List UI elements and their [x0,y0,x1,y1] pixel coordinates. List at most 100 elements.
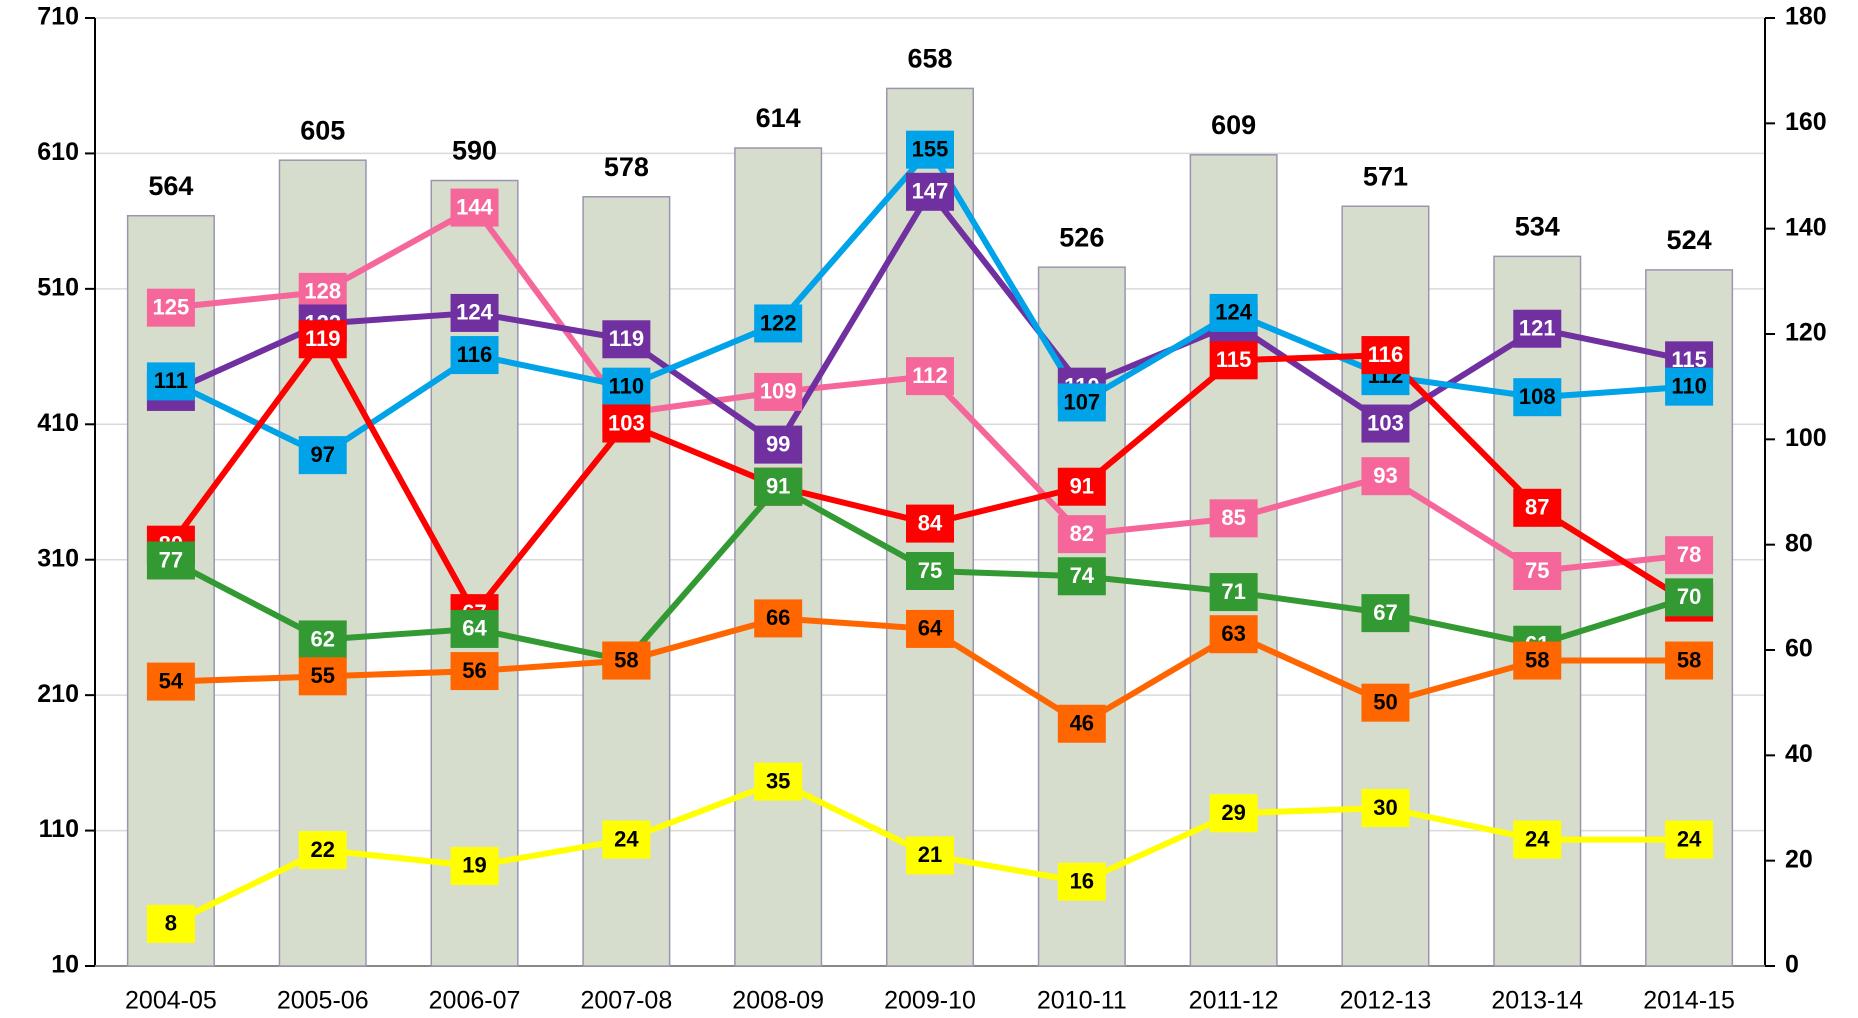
data-label: 19 [462,853,486,878]
y2-tick-label: 60 [1785,635,1813,663]
data-label: 24 [614,826,639,851]
data-label-box [1361,594,1410,633]
data-label: 56 [462,658,486,683]
data-label-box [906,357,954,396]
data-label: 109 [760,379,797,404]
data-label-box [754,425,803,464]
data-label: 128 [304,279,341,304]
data-label: 93 [1373,463,1397,488]
data-label: 110 [609,373,645,398]
y-tick-label: 510 [37,273,79,301]
y-tick-label: 410 [37,409,79,437]
x-tick-label: 2009-10 [884,987,976,1015]
data-label: 97 [310,442,334,467]
data-label: 77 [159,547,183,572]
data-label-box [1513,552,1562,590]
data-label: 125 [153,294,190,319]
data-label-box [1513,488,1562,527]
bar [734,147,823,967]
y2-tick-label: 20 [1785,845,1813,873]
data-label: 116 [1368,342,1404,367]
data-label-box [298,831,347,870]
data-label-box [1665,641,1714,680]
data-label: 119 [305,326,341,351]
data-label-box [1209,293,1258,332]
data-label-box [602,820,651,859]
data-label: 58 [1525,647,1549,672]
y2-tick-label: 40 [1785,740,1813,768]
x-tick-label: 2012-13 [1340,987,1432,1015]
data-label: 124 [1215,300,1252,325]
data-label-box [906,130,954,169]
bar-label: 614 [756,103,801,133]
bar [126,214,215,967]
data-label: 75 [1525,558,1549,583]
data-label-box [450,652,499,691]
data-label-box [146,662,195,701]
data-label: 115 [1216,347,1252,372]
x-tick-label: 2007-08 [580,987,672,1015]
data-label-box [754,304,803,343]
data-label-box [1209,573,1258,612]
data-label: 144 [456,194,493,219]
data-label-box [298,436,347,475]
data-label: 62 [310,626,334,651]
data-label: 119 [609,326,645,351]
data-label: 58 [614,647,638,672]
data-label-box [1361,336,1410,375]
data-label-box [602,404,651,443]
data-label-box [754,372,803,411]
data-label-box [602,641,651,680]
bar-label: 571 [1363,161,1408,191]
data-label-box [906,172,954,211]
data-label-box [1057,515,1106,554]
data-label-box [450,846,499,885]
data-label-box [450,188,499,227]
bar-label: 590 [452,136,497,166]
data-label-box [146,288,195,327]
x-tick-label: 2013-14 [1491,987,1583,1015]
bar-label: 578 [604,152,649,182]
data-label-box [1057,557,1106,596]
data-label-box [1361,789,1410,827]
data-label: 147 [912,179,949,204]
bar-label: 658 [907,44,952,74]
data-label-box [1057,467,1106,506]
y-tick-label: 10 [51,951,79,979]
data-label: 78 [1677,542,1701,567]
bar-label: 524 [1667,225,1712,255]
data-label-box [298,320,347,359]
data-label-box [1665,820,1714,859]
data-label: 16 [1070,869,1094,894]
x-tick-label: 2008-09 [732,987,824,1015]
data-label-box [450,293,499,332]
bar-label: 534 [1515,211,1560,241]
data-label-box [1057,383,1106,422]
data-label: 91 [766,474,790,499]
data-label-box [1361,683,1410,722]
bar [1493,255,1582,967]
data-label: 124 [456,300,493,325]
data-label-box [906,504,954,543]
data-label-box [906,609,954,648]
bar-label: 526 [1059,222,1104,252]
data-label: 58 [1677,647,1701,672]
y-tick-label: 710 [37,3,79,31]
data-label: 21 [918,842,942,867]
data-label-box [146,362,195,401]
data-label-box [1209,794,1258,833]
data-label: 74 [1070,563,1095,588]
data-label-box [906,836,954,875]
data-label: 63 [1221,621,1245,646]
data-label: 55 [310,663,334,688]
data-label: 35 [766,768,790,793]
data-label-box [1665,578,1714,617]
data-label: 110 [1671,373,1707,398]
data-label: 30 [1373,795,1397,820]
data-label: 87 [1525,495,1549,520]
y2-tick-label: 80 [1785,529,1813,557]
bar-label: 605 [300,115,345,145]
y-tick-label: 110 [39,815,79,843]
data-label-box [602,367,651,406]
data-label: 84 [918,510,943,535]
